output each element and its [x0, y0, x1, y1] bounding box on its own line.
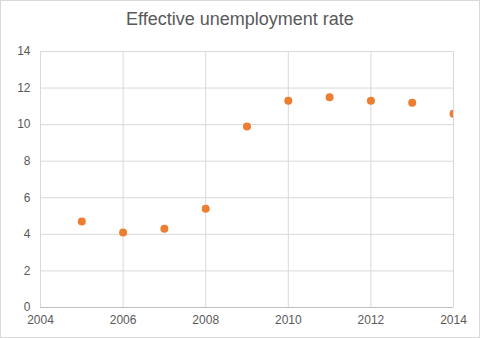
svg-text:8: 8 — [24, 154, 31, 168]
svg-text:14: 14 — [17, 44, 31, 58]
svg-text:2012: 2012 — [358, 313, 385, 327]
svg-text:2: 2 — [24, 264, 31, 278]
html-text:Effective unemployment rate: Effective unemployment rate — [126, 9, 354, 29]
svg-text:6: 6 — [24, 191, 31, 205]
svg-text:12: 12 — [17, 81, 31, 95]
svg-text:4: 4 — [24, 227, 31, 241]
svg-text:2014: 2014 — [440, 313, 467, 327]
svg-text:10: 10 — [17, 117, 31, 131]
svg-text:2006: 2006 — [110, 313, 137, 327]
svg-text:2004: 2004 — [27, 313, 54, 327]
svg-text:2010: 2010 — [275, 313, 302, 327]
svg-text:2008: 2008 — [192, 313, 219, 327]
svg-text:0: 0 — [23, 300, 31, 315]
